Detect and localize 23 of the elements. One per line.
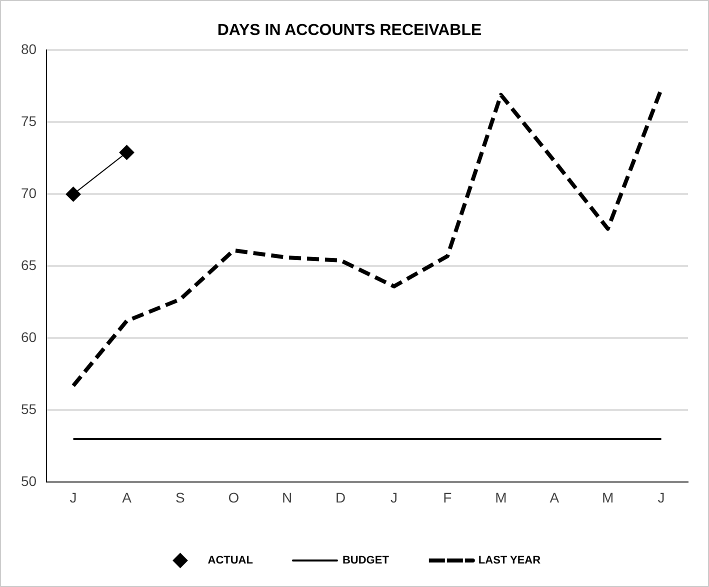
x-tick-label: N xyxy=(282,489,292,506)
y-tick-label: 60 xyxy=(20,329,37,346)
x-tick-label: O xyxy=(228,489,240,506)
x-tick-label: M xyxy=(495,489,507,506)
y-tick-label: 55 xyxy=(20,401,37,418)
chart-title: DAYS IN ACCOUNTS RECEIVABLE xyxy=(217,22,482,40)
x-tick-label: J xyxy=(70,489,77,506)
x-tick-label: A xyxy=(122,489,132,506)
y-tick-label: 50 xyxy=(20,473,37,490)
legend-label: BUDGET xyxy=(342,554,390,567)
y-tick-label: 70 xyxy=(20,185,37,202)
x-tick-label: F xyxy=(443,489,452,506)
x-tick-label: D xyxy=(335,489,346,506)
x-tick-label: M xyxy=(602,489,614,506)
y-tick-label: 75 xyxy=(20,113,37,130)
legend-label: ACTUAL xyxy=(208,554,254,567)
legend-label: LAST YEAR xyxy=(478,554,541,567)
y-tick-label: 80 xyxy=(20,41,37,58)
y-tick-label: 65 xyxy=(20,257,37,274)
x-tick-label: S xyxy=(176,489,185,506)
x-tick-label: J xyxy=(658,489,665,506)
x-tick-label: A xyxy=(550,489,560,506)
x-tick-label: J xyxy=(390,489,398,506)
